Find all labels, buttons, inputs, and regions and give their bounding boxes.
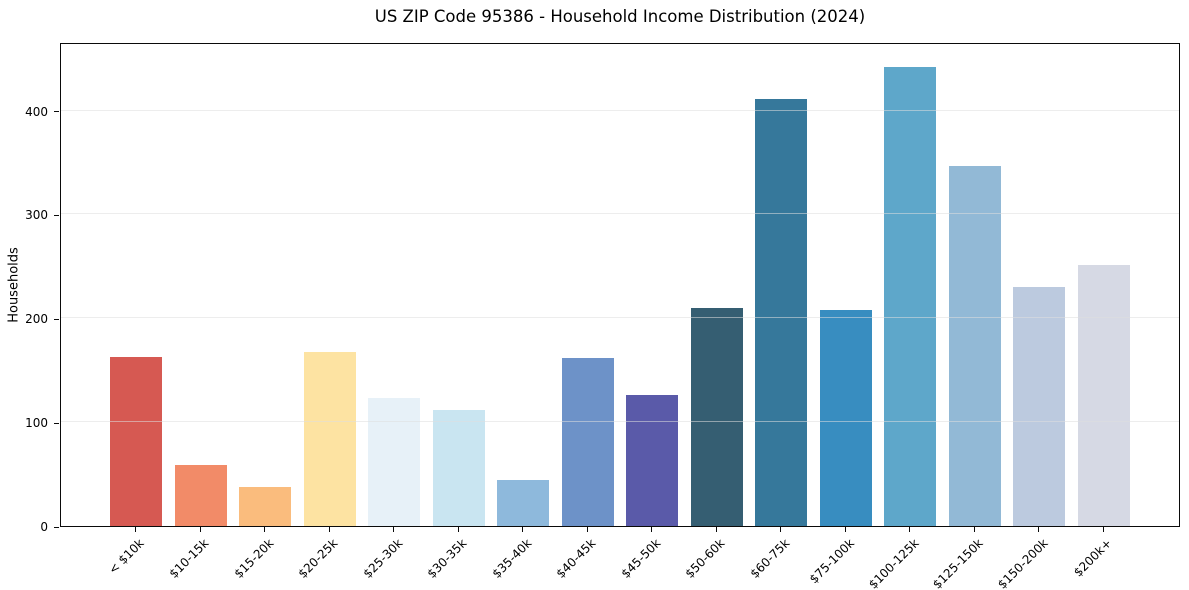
x-tick-label: $25-30k <box>360 536 406 581</box>
gridline-y-400 <box>61 109 1179 111</box>
x-tick-label: $60-75k <box>747 536 793 581</box>
x-tick-mark <box>135 527 136 532</box>
gridline-y-200 <box>61 317 1179 319</box>
bar-150-200k <box>1013 287 1066 526</box>
y-tick-label: 400 <box>25 104 48 119</box>
bar-40-45k <box>561 357 614 526</box>
x-tick-label: $75-100k <box>806 536 857 587</box>
x-tick-mark <box>844 527 846 532</box>
y-tick-label: 300 <box>25 208 48 223</box>
x-tick-label: $125-150k <box>930 536 986 590</box>
x-tick-mark <box>1103 527 1105 532</box>
bar-50-60k <box>690 307 743 526</box>
x-tick-label: $45-50k <box>618 536 664 581</box>
y-tick-label: 0 <box>40 520 48 534</box>
y-tick-label: 200 <box>25 312 48 327</box>
bar-75-100k <box>819 309 872 526</box>
x-tick-label: $35-40k <box>489 536 535 581</box>
x-tick-mark <box>264 527 266 532</box>
y-axis-label: Households <box>6 247 22 323</box>
bar-100-125k <box>884 66 937 526</box>
x-tick-mark <box>328 527 330 532</box>
x-tick-label: $30-35k <box>424 536 470 581</box>
bar-15-20k <box>239 486 292 526</box>
x-tick-mark <box>715 527 717 532</box>
x-tick-label: $200k+ <box>1071 536 1115 580</box>
bar-20-25k <box>303 351 356 526</box>
gridline-y-300 <box>61 213 1179 215</box>
plot-area <box>60 43 1180 527</box>
y-tick-label: 100 <box>25 416 48 431</box>
bar-10k <box>110 356 162 526</box>
bar-45-50k <box>626 395 679 526</box>
x-tick-label: $50-60k <box>682 536 728 581</box>
bar-35-40k <box>497 480 550 526</box>
x-tick-mark <box>651 527 653 532</box>
bar-125-150k <box>948 165 1001 526</box>
x-tick-mark <box>973 527 975 532</box>
x-tick-mark <box>393 527 395 532</box>
chart-title: US ZIP Code 95386 - Household Income Dis… <box>374 7 866 26</box>
x-tick-label: < $10k <box>106 536 147 577</box>
x-tick-label: $150-200k <box>994 536 1051 590</box>
x-tick-mark <box>909 527 911 532</box>
bar-60-75k <box>755 99 808 526</box>
y-tick-mark <box>54 526 59 528</box>
bar-30-35k <box>432 409 485 526</box>
x-tick-mark <box>586 527 588 532</box>
y-tick-mark <box>54 318 59 320</box>
x-tick-mark <box>199 527 201 532</box>
y-tick-mark <box>54 214 59 216</box>
x-tick-label: $15-20k <box>231 536 276 581</box>
y-tick-mark <box>54 422 59 424</box>
bar-25-30k <box>368 398 421 526</box>
y-tick-mark <box>54 111 59 113</box>
bar-200k <box>1078 265 1131 526</box>
x-tick-label: $40-45k <box>553 536 599 581</box>
x-tick-mark <box>522 527 524 532</box>
bar-10-15k <box>174 464 227 526</box>
x-tick-mark <box>1038 527 1040 532</box>
x-tick-label: $10-15k <box>166 536 212 581</box>
x-tick-label: $100-125k <box>865 536 922 590</box>
x-tick-label: $20-25k <box>295 536 341 581</box>
x-tick-mark <box>457 527 459 532</box>
x-tick-mark <box>780 527 782 532</box>
gridline-y-100 <box>61 421 1179 423</box>
